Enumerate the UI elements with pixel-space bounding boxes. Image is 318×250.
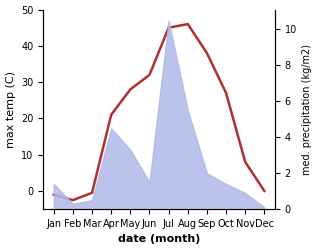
Y-axis label: med. precipitation (kg/m2): med. precipitation (kg/m2) (302, 44, 313, 175)
Y-axis label: max temp (C): max temp (C) (5, 71, 16, 148)
X-axis label: date (month): date (month) (118, 234, 200, 244)
